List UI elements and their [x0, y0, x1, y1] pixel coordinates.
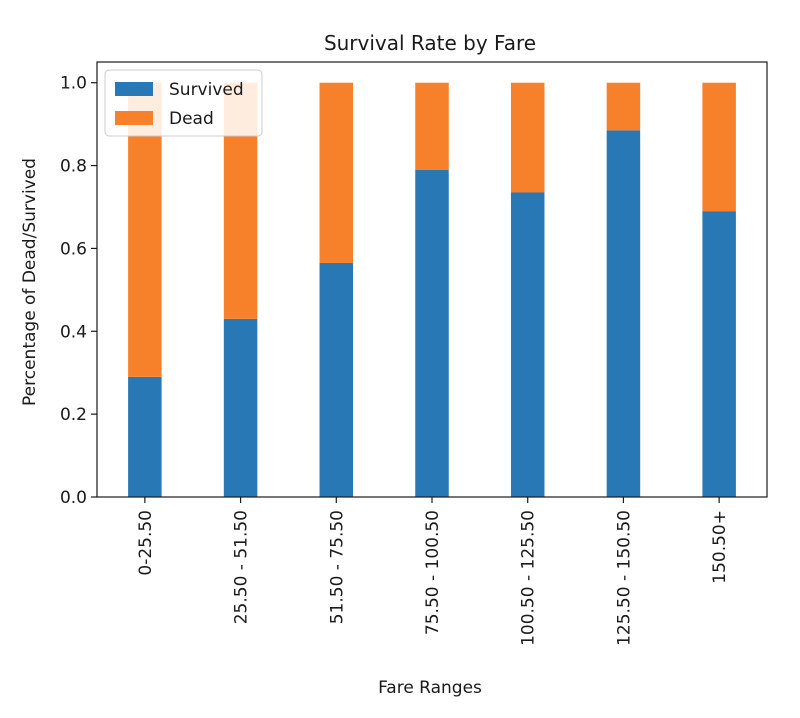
x-tick-label: 51.50 - 75.50	[327, 510, 347, 624]
bar-dead-7	[702, 82, 736, 212]
x-axis-title: Fare Ranges	[378, 678, 482, 698]
bar-survived-2	[223, 318, 258, 497]
legend-swatch-survived	[115, 82, 153, 96]
legend-label-dead: Dead	[169, 109, 214, 129]
x-tick-label: 75.50 - 100.50	[423, 510, 443, 635]
plot-frame	[96, 61, 768, 498]
x-tick-label: 100.50 - 125.50	[519, 510, 539, 646]
legend-label-survived: Survived	[169, 80, 244, 100]
y-tick-label: 0.4	[60, 322, 87, 342]
x-tick-label: 150.50+	[710, 510, 730, 584]
y-tick-label: 0.2	[60, 405, 87, 425]
y-tick-label: 1.0	[60, 74, 87, 94]
bar-dead-5	[510, 82, 545, 193]
bar-survived-1	[128, 376, 162, 497]
bar-survived-5	[510, 192, 545, 497]
x-tick-label: 125.50 - 150.50	[614, 510, 634, 646]
y-tick-label: 0.8	[60, 157, 87, 177]
bar-survived-3	[319, 262, 354, 497]
axes-layer: 0-25.50 25.50 - 51.50 51.50 - 75.50 75.50 -…	[60, 61, 768, 646]
y-tick-label: 0.0	[60, 488, 87, 508]
bar-dead-3	[319, 82, 354, 263]
bar-dead-4	[415, 82, 449, 170]
legend: Survived Dead	[104, 69, 263, 137]
x-tick-label: 0-25.50	[136, 510, 156, 576]
legend-swatch-dead	[115, 111, 153, 125]
x-tick-label: 25.50 - 51.50	[232, 510, 252, 624]
bars-layer	[128, 82, 736, 497]
bar-survived-6	[606, 130, 641, 497]
bar-survived-4	[415, 169, 449, 497]
y-tick-label: 0.6	[60, 239, 87, 259]
bar-survived-7	[702, 211, 736, 497]
chart-title: Survival Rate by Fare	[324, 31, 536, 55]
bar-dead-6	[606, 82, 641, 131]
y-axis-title: Percentage of Dead/Survived	[20, 158, 40, 406]
